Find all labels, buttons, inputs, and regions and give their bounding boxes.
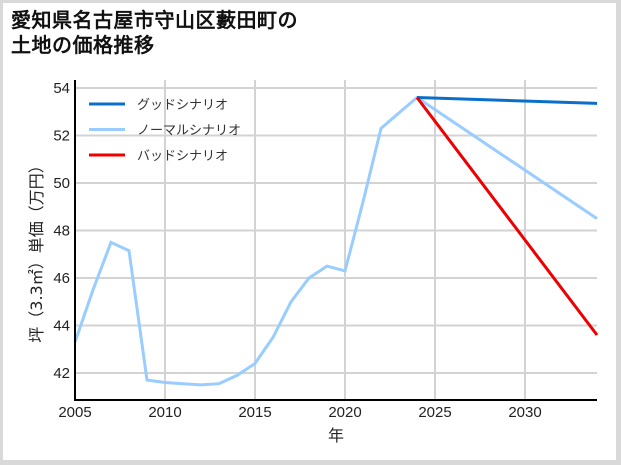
- data-series: [73, 95, 599, 387]
- series-line: [73, 95, 598, 387]
- chart-title: 愛知県名古屋市守山区藪田町の 土地の価格推移: [11, 8, 298, 58]
- legend-label: グッドシナリオ: [137, 98, 228, 113]
- x-tick-label: 2025: [418, 404, 451, 421]
- axes: [74, 80, 597, 401]
- y-axis-ticks: 42 44 46 48 50 52 54: [53, 80, 70, 382]
- x-tick-label: 2010: [148, 404, 181, 421]
- x-tick-label: 2015: [238, 404, 271, 421]
- y-tick-label: 52: [53, 128, 70, 145]
- y-tick-label: 46: [53, 270, 70, 287]
- x-tick-label: 2020: [328, 404, 361, 421]
- series-line: [416, 96, 598, 105]
- y-tick-label: 50: [53, 175, 70, 192]
- grid-lines: [75, 80, 597, 400]
- x-axis-label: 年: [328, 426, 344, 445]
- title-line-2: 土地の価格推移: [11, 33, 155, 57]
- x-axis-ticks: 2005 2010 2015 2020 2025 2030: [58, 404, 541, 421]
- y-axis-label: 坪（3.3㎡）単価（万円）: [27, 157, 46, 342]
- y-tick-label: 44: [53, 318, 70, 335]
- y-tick-label: 42: [53, 365, 70, 382]
- series-line: [415, 96, 599, 336]
- title-line-1: 愛知県名古屋市守山区藪田町の: [11, 8, 298, 32]
- x-tick-label: 2030: [508, 404, 541, 421]
- legend-label: バッドシナリオ: [137, 149, 228, 164]
- y-tick-label: 48: [53, 223, 70, 240]
- legend-label: ノーマルシナリオ: [137, 124, 241, 139]
- y-tick-label: 54: [53, 80, 70, 97]
- x-tick-label: 2005: [58, 404, 91, 421]
